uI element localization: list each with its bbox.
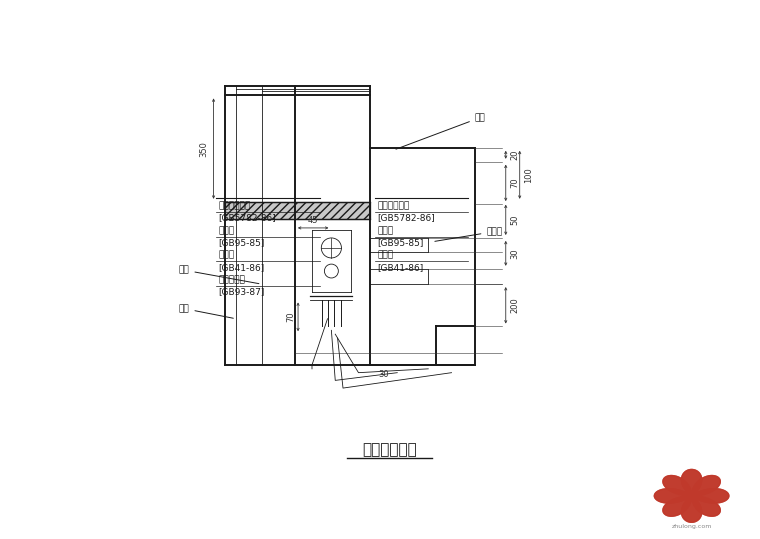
Text: 立柱安装节点: 立柱安装节点 [362, 442, 417, 457]
Text: 50: 50 [511, 215, 520, 225]
Text: [GB95-85]: [GB95-85] [377, 238, 423, 247]
Text: 消能隔板比: 消能隔板比 [218, 275, 245, 284]
Text: 垫圈比: 垫圈比 [218, 251, 234, 259]
Text: 70: 70 [511, 177, 520, 188]
Text: 螺栓比: 螺栓比 [377, 226, 393, 235]
Text: [GB95-85]: [GB95-85] [218, 238, 264, 247]
Text: 角钢托: 角钢托 [435, 227, 502, 241]
Text: 70: 70 [286, 312, 295, 322]
Bar [326, 243, 337, 253]
Text: 200: 200 [511, 298, 520, 313]
Text: [GB41-86]: [GB41-86] [218, 263, 264, 272]
Text: 100: 100 [524, 167, 534, 183]
Text: 30: 30 [511, 248, 520, 259]
Text: 垫圈比: 垫圈比 [377, 251, 393, 259]
Polygon shape [663, 475, 720, 516]
Text: [GB93-87]: [GB93-87] [218, 287, 264, 296]
Text: [GB41-86]: [GB41-86] [377, 263, 423, 272]
Text: 管道法兰连接: 管道法兰连接 [377, 201, 410, 210]
Circle shape [325, 264, 338, 278]
Polygon shape [663, 475, 720, 516]
Text: zhulong.com: zhulong.com [671, 523, 712, 529]
Bar [225, 202, 370, 219]
Circle shape [321, 238, 341, 258]
Text: 350: 350 [200, 141, 209, 156]
Text: 立柱: 立柱 [179, 266, 259, 284]
Text: 管道压盖连接: 管道压盖连接 [218, 201, 250, 210]
Text: [GB5782-86]: [GB5782-86] [377, 213, 435, 223]
Text: [GB5782-86]: [GB5782-86] [218, 213, 276, 223]
Polygon shape [654, 469, 729, 522]
Text: 30: 30 [378, 370, 389, 378]
Text: 墙体: 墙体 [179, 304, 233, 318]
Text: 楼板: 楼板 [396, 113, 486, 149]
Text: 20: 20 [511, 149, 520, 160]
Polygon shape [654, 469, 729, 522]
Text: 螺栓比: 螺栓比 [218, 226, 234, 235]
Text: 45: 45 [308, 217, 318, 225]
